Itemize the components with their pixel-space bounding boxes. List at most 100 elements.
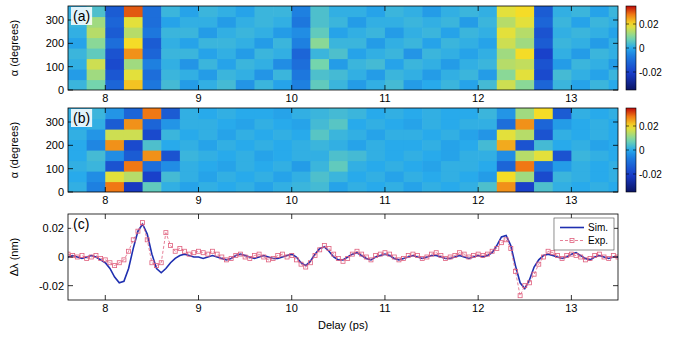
heatmap-cell (329, 48, 348, 59)
heatmap-cell (460, 17, 479, 28)
x-tick (105, 85, 106, 90)
heatmap-cell (534, 140, 553, 151)
heatmap-cell (105, 129, 124, 140)
series-marker (210, 249, 214, 253)
heatmap-cell (404, 171, 423, 182)
series-marker (94, 254, 98, 258)
series-marker (327, 246, 331, 250)
heatmap-cell (68, 161, 87, 172)
heatmap-cell (366, 161, 385, 172)
x-tick (571, 187, 572, 192)
heatmap-cell (199, 182, 218, 193)
heatmap-cell (553, 17, 572, 28)
x-tick (384, 214, 385, 219)
series-marker (346, 256, 350, 260)
heatmap-cell (180, 140, 199, 151)
heatmap-cell (609, 80, 618, 91)
heatmap-cell (422, 69, 441, 80)
heatmap-cell (199, 38, 218, 49)
heatmap-cell (609, 182, 618, 193)
heatmap-cell (497, 17, 516, 28)
heatmap-cell (124, 182, 143, 193)
series-marker (304, 265, 308, 269)
heatmap-cell (404, 69, 423, 80)
colorbar-tick-label: 0.02 (639, 121, 659, 132)
heatmap-cell (534, 171, 553, 182)
colorbar-tick (633, 150, 636, 151)
x-tick (384, 85, 385, 90)
panel-label-patch (71, 215, 91, 233)
heatmap-cell (310, 171, 329, 182)
heatmap-cell (292, 108, 311, 119)
heatmap-cell (590, 80, 609, 91)
heatmap-cell (497, 150, 516, 161)
y-tick (68, 192, 73, 193)
colorbar-tick (633, 24, 636, 25)
heatmap-cell (478, 182, 497, 193)
series-marker (574, 254, 578, 258)
series-marker (593, 254, 597, 258)
heatmap-cell (441, 80, 460, 91)
heatmap-cell (366, 119, 385, 130)
heatmap-cell (478, 59, 497, 70)
heatmap-cell (497, 161, 516, 172)
heatmap-cell (292, 171, 311, 182)
heatmap-cell (404, 150, 423, 161)
series-marker (229, 256, 233, 260)
heatmap-cell (441, 140, 460, 151)
heatmap-cell (385, 171, 404, 182)
heatmap-cell (385, 59, 404, 70)
heatmap-cell (329, 80, 348, 91)
heatmap-cell (534, 17, 553, 28)
heatmap-cell (571, 17, 590, 28)
heatmap-cell (348, 6, 367, 17)
heatmap-cell (105, 80, 124, 91)
heatmap-cell (366, 80, 385, 91)
series-marker (336, 256, 340, 260)
heatmap-cell (199, 6, 218, 17)
colorbar-tick (633, 126, 636, 127)
heatmap-cell (105, 17, 124, 28)
heatmap-cell (124, 171, 143, 182)
x-tick (291, 187, 292, 192)
x-tick (384, 6, 385, 11)
heatmap-cell (385, 182, 404, 193)
x-tick-label: 13 (565, 92, 577, 104)
series-marker (341, 259, 345, 263)
heatmap-cell (161, 171, 180, 182)
heatmap-cell (460, 140, 479, 151)
heatmap-cell (441, 161, 460, 172)
y-tick (613, 90, 618, 91)
series-marker (243, 255, 247, 259)
x-tick (105, 108, 106, 113)
heatmap-cell (534, 150, 553, 161)
heatmap-cell (609, 161, 618, 172)
heatmap-cell (292, 182, 311, 193)
legend-sample (560, 227, 584, 229)
heatmap-cell (87, 80, 106, 91)
heatmap-cell (385, 119, 404, 130)
x-tick-label: 10 (286, 302, 298, 314)
x-tick (478, 108, 479, 113)
heatmap-cell (497, 171, 516, 182)
heatmap-cell (143, 48, 162, 59)
heatmap-cell (236, 161, 255, 172)
x-tick (478, 295, 479, 300)
heatmap-cell (553, 140, 572, 151)
heatmap-cell (199, 119, 218, 130)
heatmap-cell (515, 150, 534, 161)
heatmap-cell (478, 6, 497, 17)
heatmap-cell (348, 59, 367, 70)
heatmap-cell (329, 119, 348, 130)
heatmap-cell (404, 129, 423, 140)
heatmap-cell (385, 38, 404, 49)
heatmap-cell (571, 119, 590, 130)
heatmap-cell (254, 108, 273, 119)
series-marker (113, 264, 117, 268)
heatmap-cell (404, 140, 423, 151)
heatmap-cell (460, 80, 479, 91)
heatmap-cell (497, 119, 516, 130)
x-tick (291, 6, 292, 11)
heatmap-cell (515, 140, 534, 151)
heatmap-cell (478, 80, 497, 91)
